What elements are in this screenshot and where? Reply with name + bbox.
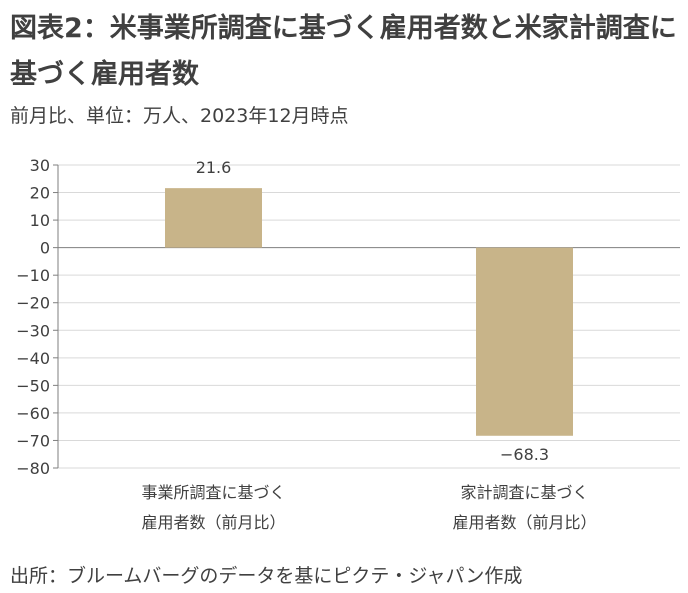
y-tick-label: 10 bbox=[30, 211, 50, 230]
y-tick-labels: 30 20 10 0 −10 −20 −30 −40 −50 −60 −70 −80 bbox=[16, 156, 50, 478]
chart-title: 図表2：米事業所調査に基づく雇用者数と米家計調査に基づく雇用者数 bbox=[10, 13, 677, 90]
y-tick-label: −60 bbox=[16, 404, 50, 423]
category-label-line: 家計調査に基づく bbox=[460, 483, 589, 502]
y-tick-label: 0 bbox=[40, 239, 50, 258]
y-tick-label: −40 bbox=[16, 349, 50, 368]
value-labels: 21.6 −68.3 bbox=[196, 158, 549, 464]
bars bbox=[165, 188, 573, 436]
gridlines bbox=[58, 164, 680, 469]
y-tick-label: 20 bbox=[30, 184, 50, 203]
y-tick-label: −50 bbox=[16, 376, 50, 395]
source-note: 出所：ブルームバーグのデータを基にピクテ・ジャパン作成 bbox=[10, 565, 523, 587]
axes bbox=[53, 164, 680, 469]
chart-subtitle: 前月比、単位：万人、2023年12月時点 bbox=[10, 105, 349, 127]
category-label-line: 雇用者数（前月比） bbox=[141, 513, 286, 532]
y-tick-label: −20 bbox=[16, 294, 50, 313]
data-label: 21.6 bbox=[196, 158, 232, 177]
category-label-line: 雇用者数（前月比） bbox=[452, 513, 597, 532]
y-tick-label: −10 bbox=[16, 266, 50, 285]
category-label-line: 事業所調査に基づく bbox=[141, 483, 286, 502]
y-tick-label: −70 bbox=[16, 431, 50, 450]
bar bbox=[165, 188, 262, 248]
y-tick-label: −80 bbox=[16, 459, 50, 478]
category-label-establishment: 事業所調査に基づく 雇用者数（前月比） bbox=[94, 478, 334, 538]
category-label-household: 家計調査に基づく 雇用者数（前月比） bbox=[405, 478, 645, 538]
bar bbox=[476, 247, 573, 436]
data-label: −68.3 bbox=[500, 445, 549, 464]
y-tick-label: 30 bbox=[30, 156, 50, 175]
y-tick-label: −30 bbox=[16, 321, 50, 340]
